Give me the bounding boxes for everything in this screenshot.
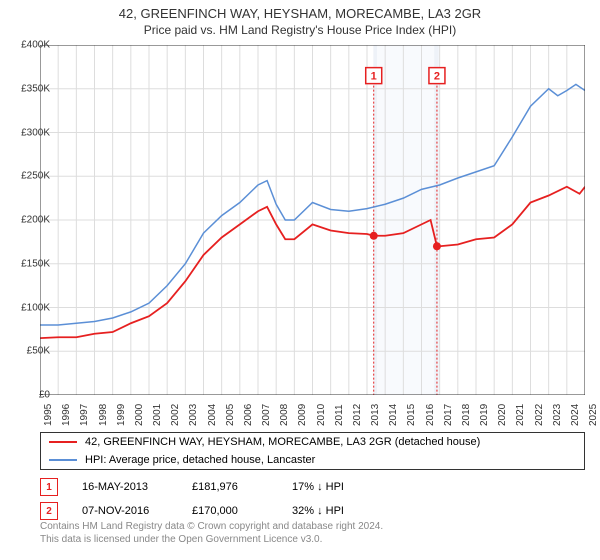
chart-title: 42, GREENFINCH WAY, HEYSHAM, MORECAMBE, …	[0, 0, 600, 21]
chart-container: 42, GREENFINCH WAY, HEYSHAM, MORECAMBE, …	[0, 0, 600, 560]
x-tick-label: 2011	[334, 404, 345, 426]
x-tick-label: 2025	[588, 404, 599, 426]
sale-date: 16-MAY-2013	[82, 481, 192, 493]
x-tick-label: 2004	[207, 404, 218, 426]
y-tick-label: £100K	[21, 302, 50, 313]
svg-text:2: 2	[434, 71, 440, 83]
data-point-table: 1 16-MAY-2013 £181,976 17% ↓ HPI 2 07-NO…	[40, 475, 585, 523]
legend-label: HPI: Average price, detached house, Lanc…	[85, 454, 315, 466]
x-tick-label: 2003	[188, 404, 199, 426]
legend: 42, GREENFINCH WAY, HEYSHAM, MORECAMBE, …	[40, 432, 585, 470]
x-tick-label: 2010	[316, 404, 327, 426]
footer-attribution: Contains HM Land Registry data © Crown c…	[40, 520, 585, 546]
y-tick-label: £350K	[21, 83, 50, 94]
x-tick-label: 2002	[170, 404, 181, 426]
x-tick-label: 2008	[279, 404, 290, 426]
x-tick-label: 2019	[479, 404, 490, 426]
y-tick-label: £150K	[21, 258, 50, 269]
x-tick-label: 1997	[79, 404, 90, 426]
callout-marker: 1	[40, 478, 58, 496]
footer-line: Contains HM Land Registry data © Crown c…	[40, 520, 585, 533]
x-tick-label: 2016	[425, 404, 436, 426]
sale-price: £181,976	[192, 481, 292, 493]
x-tick-label: 2014	[388, 404, 399, 426]
x-tick-label: 2018	[461, 404, 472, 426]
data-row: 1 16-MAY-2013 £181,976 17% ↓ HPI	[40, 475, 585, 499]
x-tick-label: 2023	[552, 404, 563, 426]
sale-price: £170,000	[192, 505, 292, 517]
x-tick-label: 2000	[134, 404, 145, 426]
x-tick-label: 2015	[406, 404, 417, 426]
chart-subtitle: Price paid vs. HM Land Registry's House …	[0, 21, 600, 37]
svg-text:1: 1	[371, 71, 377, 83]
legend-swatch	[49, 459, 77, 461]
footer-line: This data is licensed under the Open Gov…	[40, 533, 585, 546]
legend-label: 42, GREENFINCH WAY, HEYSHAM, MORECAMBE, …	[85, 436, 480, 448]
line-chart: 12	[40, 45, 585, 395]
y-tick-label: £200K	[21, 215, 50, 226]
x-tick-label: 2007	[261, 404, 272, 426]
x-tick-label: 2009	[297, 404, 308, 426]
x-tick-label: 2024	[570, 404, 581, 426]
y-tick-label: £300K	[21, 127, 50, 138]
x-tick-label: 2022	[534, 404, 545, 426]
x-tick-label: 2012	[352, 404, 363, 426]
y-tick-label: £250K	[21, 171, 50, 182]
x-tick-label: 2020	[497, 404, 508, 426]
x-tick-label: 1996	[61, 404, 72, 426]
x-tick-label: 2006	[243, 404, 254, 426]
x-tick-label: 1998	[98, 404, 109, 426]
hpi-delta: 32% ↓ HPI	[292, 505, 392, 517]
y-tick-label: £0	[39, 390, 50, 401]
chart-area: 12	[40, 45, 585, 395]
y-tick-label: £50K	[27, 346, 50, 357]
x-tick-label: 2021	[515, 404, 526, 426]
x-tick-label: 1995	[43, 404, 54, 426]
x-tick-label: 2001	[152, 404, 163, 426]
callout-marker: 2	[40, 502, 58, 520]
legend-item: HPI: Average price, detached house, Lanc…	[41, 451, 584, 469]
x-tick-label: 2017	[443, 404, 454, 426]
legend-swatch	[49, 441, 77, 443]
x-tick-label: 2005	[225, 404, 236, 426]
x-tick-label: 2013	[370, 404, 381, 426]
y-tick-label: £400K	[21, 40, 50, 51]
sale-date: 07-NOV-2016	[82, 505, 192, 517]
hpi-delta: 17% ↓ HPI	[292, 481, 392, 493]
x-tick-label: 1999	[116, 404, 127, 426]
legend-item: 42, GREENFINCH WAY, HEYSHAM, MORECAMBE, …	[41, 433, 584, 451]
